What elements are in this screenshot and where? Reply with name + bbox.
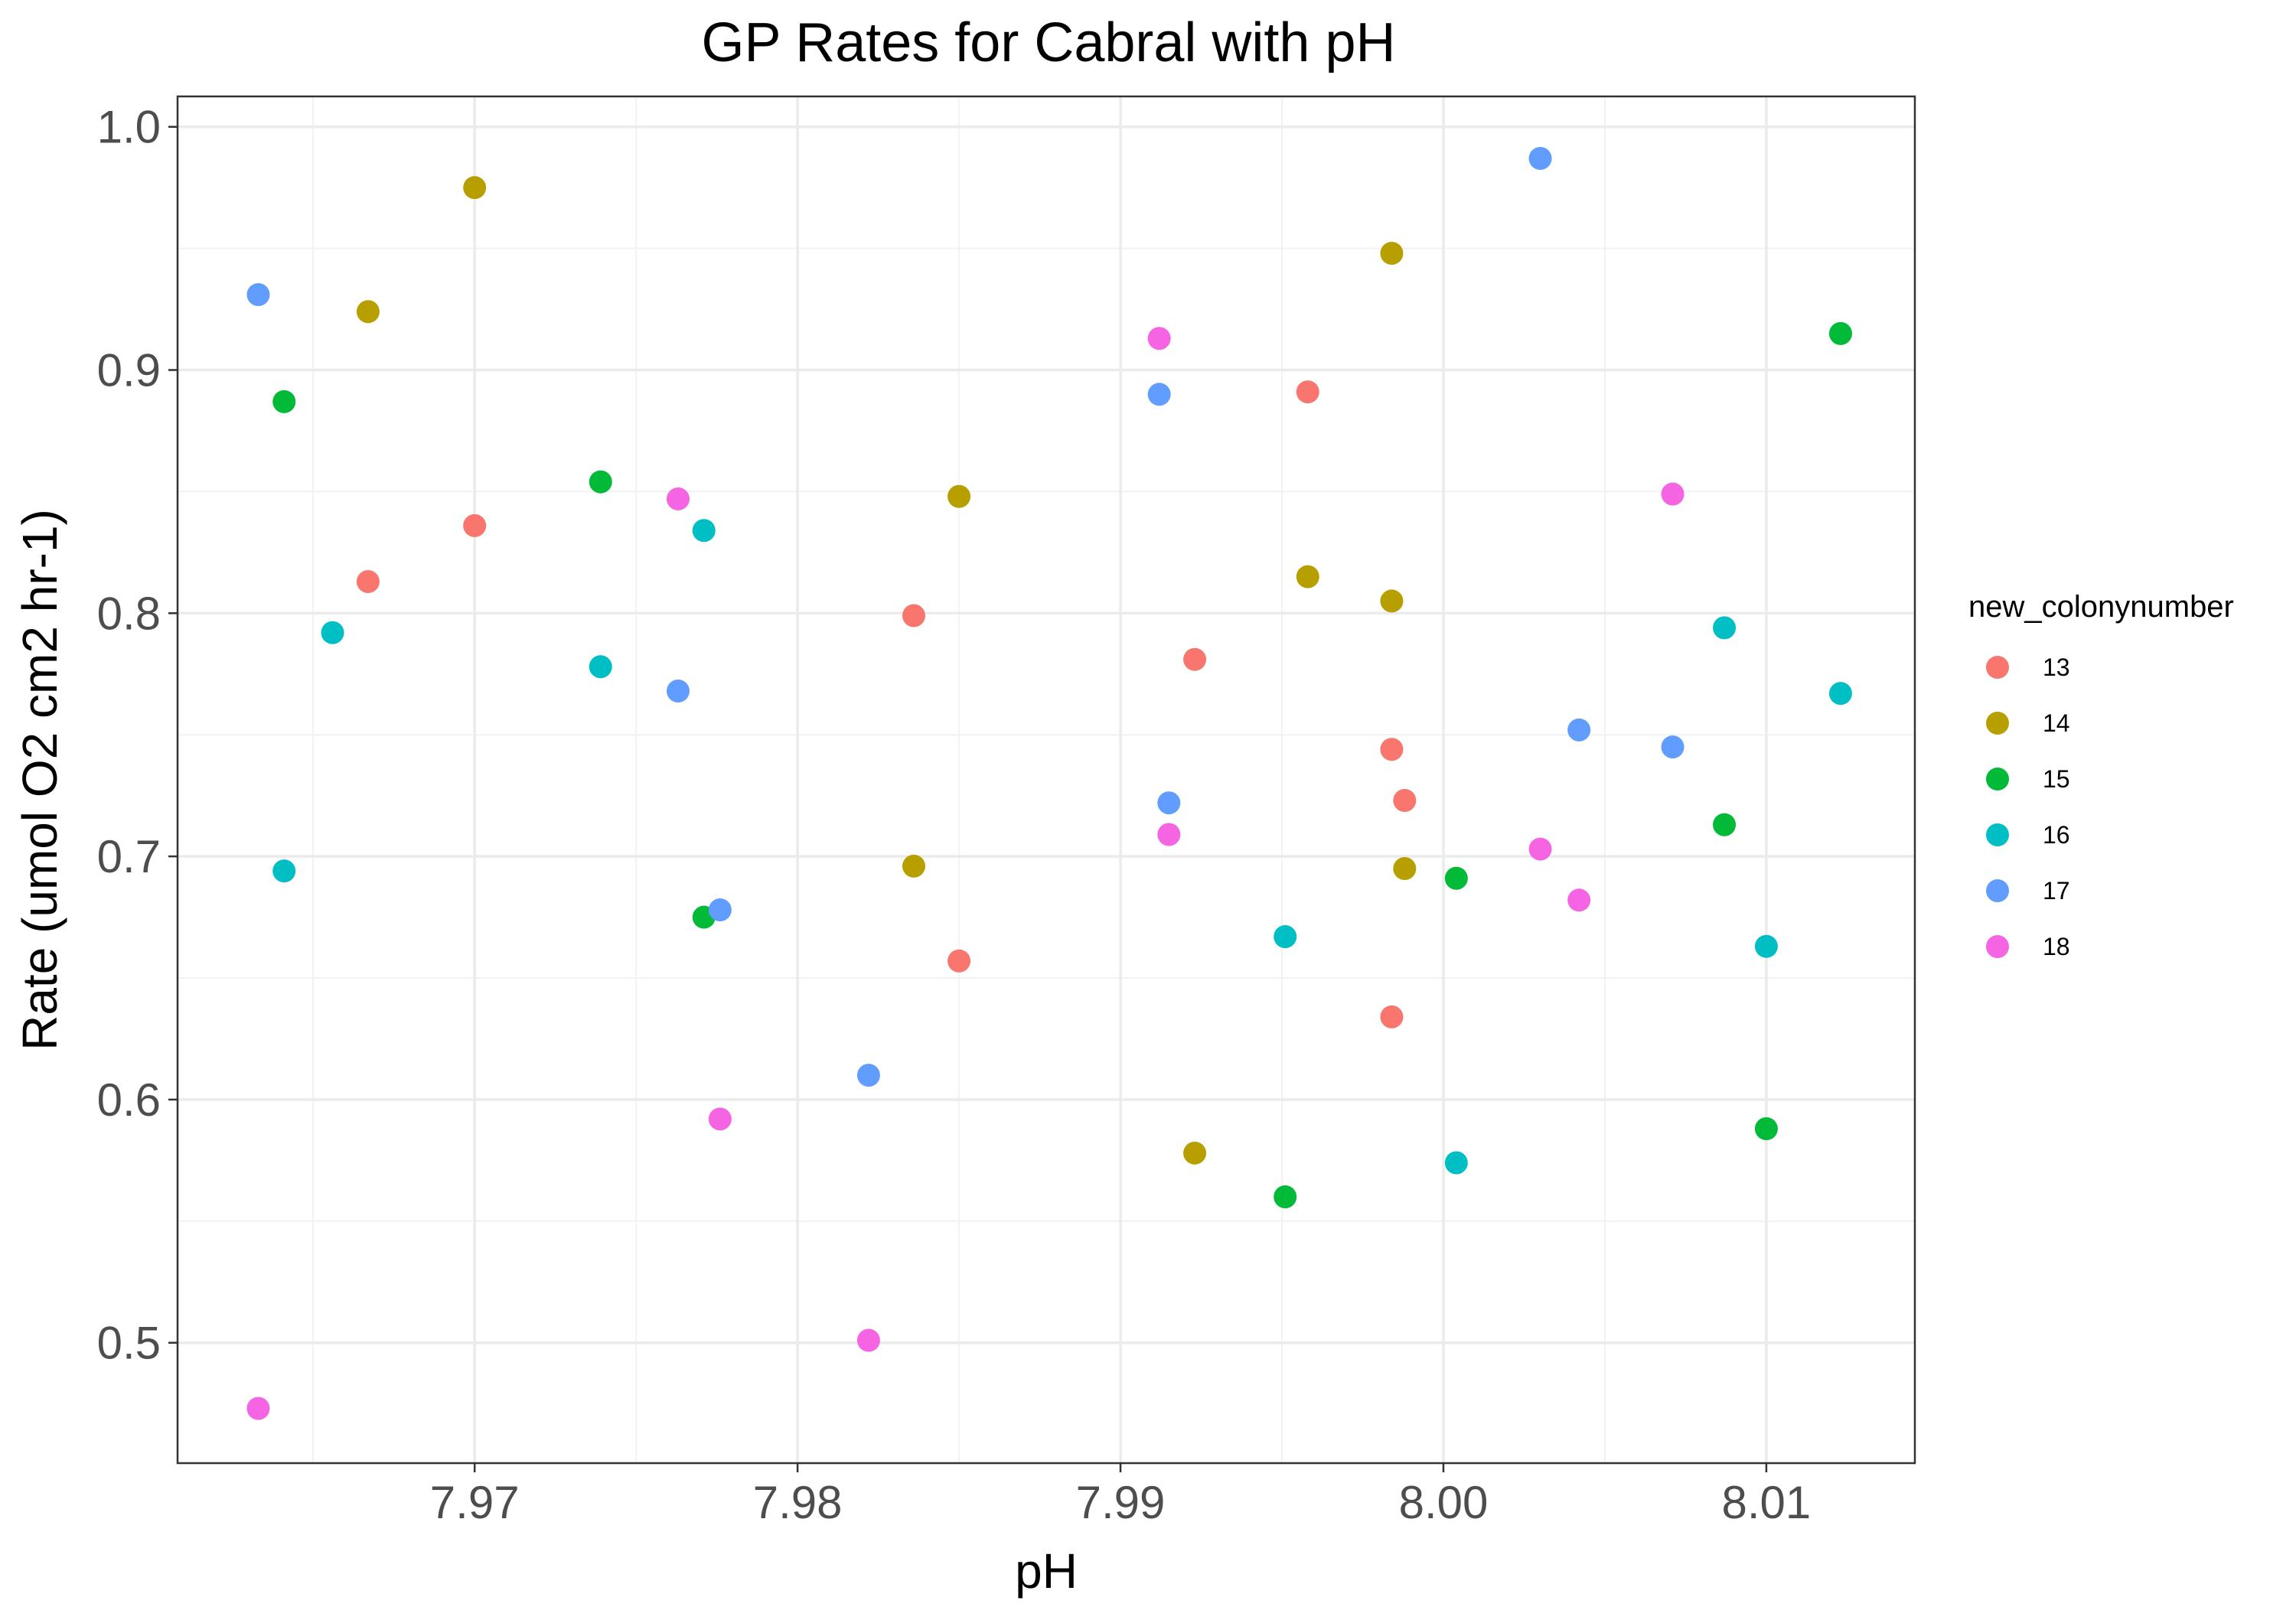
y-tick-label: 0.6 <box>97 1074 161 1126</box>
data-point-colony-17 <box>246 283 270 307</box>
data-point-colony-18 <box>246 1397 270 1420</box>
data-point-colony-15 <box>1828 321 1852 345</box>
x-tick-label: 8.01 <box>1722 1477 1812 1528</box>
legend-key-13 <box>1986 656 2009 679</box>
legend-label-13: 13 <box>2043 654 2070 681</box>
data-point-colony-13 <box>1183 647 1207 671</box>
data-point-colony-15 <box>1713 813 1737 836</box>
y-axis: 0.5 0.6 0.7 0.8 0.9 1.0 <box>97 102 178 1369</box>
data-point-colony-15 <box>272 390 296 413</box>
data-point-colony-18 <box>1528 837 1552 861</box>
y-tick-label: 0.7 <box>97 831 161 882</box>
data-point-colony-16 <box>1713 616 1737 640</box>
data-point-colony-16 <box>1828 682 1852 706</box>
legend-key-18 <box>1986 935 2009 958</box>
plot-background <box>178 96 1915 1463</box>
x-axis-title: pH <box>1015 1543 1078 1599</box>
data-point-colony-17 <box>856 1064 880 1087</box>
y-tick-label: 0.8 <box>97 588 161 639</box>
x-tick-label: 7.99 <box>1076 1477 1166 1528</box>
data-point-colony-14 <box>356 300 380 324</box>
data-point-colony-17 <box>1157 791 1181 815</box>
data-point-colony-17 <box>708 898 732 922</box>
data-point-colony-14 <box>1380 589 1404 613</box>
legend: new_colonynumber 13 14 15 16 17 18 <box>1968 590 2234 960</box>
data-point-colony-18 <box>856 1328 880 1352</box>
data-point-colony-14 <box>1183 1141 1207 1165</box>
data-point-colony-16 <box>321 621 344 644</box>
legend-key-14 <box>1986 712 2009 735</box>
x-tick-label: 8.00 <box>1399 1477 1489 1528</box>
data-point-colony-14 <box>947 484 971 508</box>
legend-label-17: 17 <box>2043 877 2070 905</box>
data-point-colony-17 <box>666 680 690 703</box>
x-axis: 7.97 7.98 7.99 8.00 8.01 <box>430 1463 1812 1528</box>
data-point-colony-18 <box>1147 327 1171 350</box>
legend-label-18: 18 <box>2043 933 2070 960</box>
legend-label-15: 15 <box>2043 765 2070 793</box>
data-point-colony-14 <box>902 854 926 878</box>
legend-key-16 <box>1986 823 2009 846</box>
data-point-colony-13 <box>902 604 926 627</box>
chart-title: GP Rates for Cabral with pH <box>701 12 1395 73</box>
data-point-colony-18 <box>1157 823 1181 846</box>
data-point-colony-18 <box>1567 888 1591 912</box>
data-point-colony-13 <box>1380 738 1404 761</box>
data-point-colony-16 <box>692 519 716 543</box>
data-point-colony-13 <box>1393 789 1417 813</box>
grid-minor <box>178 96 1915 1463</box>
data-point-colony-17 <box>1147 383 1171 406</box>
legend-label-14: 14 <box>2043 709 2070 737</box>
data-point-colony-18 <box>708 1107 732 1131</box>
y-tick-label: 1.0 <box>97 102 161 153</box>
data-point-colony-17 <box>1661 735 1684 759</box>
data-point-colony-14 <box>1393 856 1417 880</box>
data-point-colony-15 <box>1444 866 1468 890</box>
data-point-colony-13 <box>1380 1005 1404 1028</box>
data-point-colony-17 <box>1528 147 1552 171</box>
y-tick-label: 0.9 <box>97 345 161 396</box>
data-point-colony-16 <box>1274 924 1297 948</box>
data-point-colony-14 <box>463 176 487 200</box>
data-point-colony-14 <box>1380 241 1404 265</box>
data-point-colony-13 <box>947 949 971 973</box>
data-point-colony-13 <box>1296 380 1319 404</box>
data-point-colony-16 <box>1754 934 1778 958</box>
data-point-colony-18 <box>666 487 690 510</box>
data-point-colony-14 <box>1296 565 1319 588</box>
data-point-colony-17 <box>1567 718 1591 742</box>
data-point-colony-18 <box>1661 482 1684 506</box>
data-point-colony-15 <box>1754 1117 1778 1141</box>
data-point-colony-13 <box>356 569 380 593</box>
x-tick-label: 7.97 <box>430 1477 520 1528</box>
legend-key-17 <box>1986 879 2009 902</box>
data-point-colony-16 <box>272 859 296 883</box>
data-point-colony-16 <box>589 655 612 679</box>
data-point-colony-13 <box>463 513 487 537</box>
grid-major <box>178 96 1915 1463</box>
y-tick-label: 0.5 <box>97 1318 161 1369</box>
plot-panel-border <box>176 95 1916 1465</box>
y-axis-title: Rate (umol O2 cm2 hr-1) <box>12 509 67 1051</box>
legend-title: new_colonynumber <box>1968 590 2234 624</box>
data-point-colony-16 <box>1444 1151 1468 1175</box>
data-point-colony-15 <box>589 470 612 494</box>
legend-key-15 <box>1986 768 2009 790</box>
legend-label-16: 16 <box>2043 821 2070 849</box>
data-point-colony-15 <box>1274 1185 1297 1209</box>
data-points <box>246 147 1852 1420</box>
x-tick-label: 7.98 <box>753 1477 843 1528</box>
